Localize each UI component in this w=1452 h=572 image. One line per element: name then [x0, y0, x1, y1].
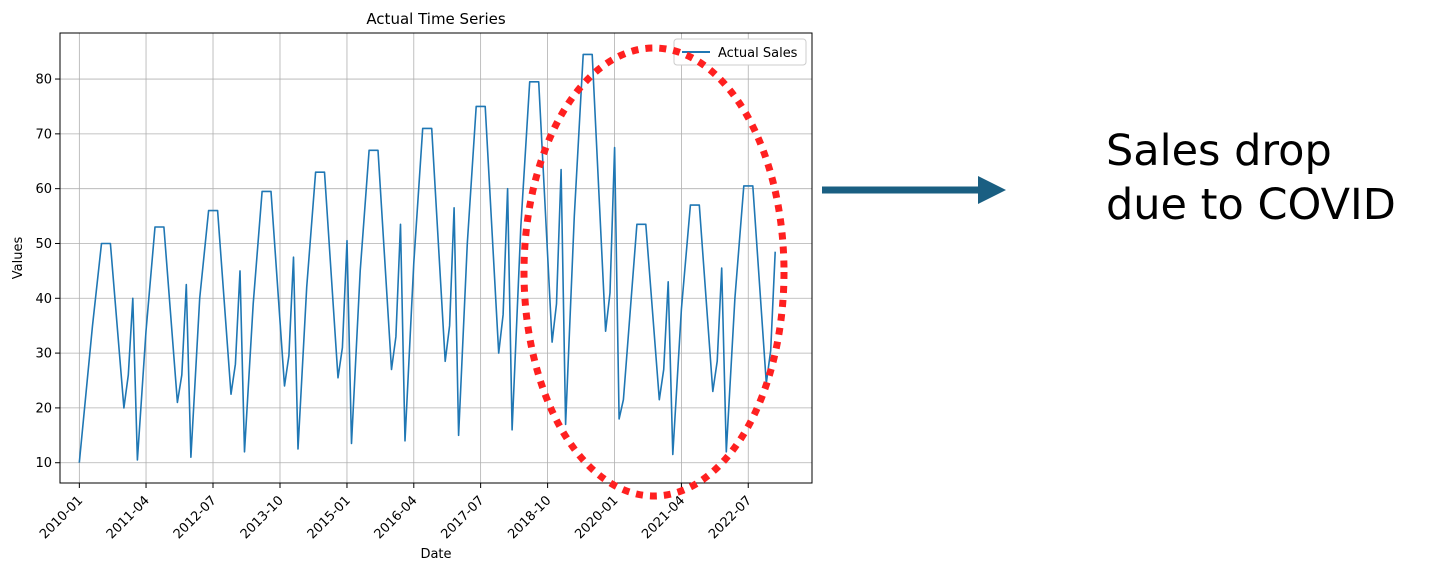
chart-title: Actual Time Series	[366, 10, 506, 28]
x-tick-label: 2010-01	[37, 493, 86, 542]
x-tick-label: 2011-04	[104, 493, 153, 542]
covid-annotation-text: Sales drop due to COVID	[1106, 126, 1396, 230]
x-tick-label: 2015-01	[305, 493, 354, 542]
covid-highlight-ellipse	[520, 44, 788, 500]
y-axis-label: Values	[11, 237, 26, 280]
x-axis-label: Date	[420, 547, 451, 562]
y-tick-label: 80	[35, 73, 52, 88]
arrow-icon	[822, 176, 1006, 204]
x-tick-label: 2020-01	[572, 493, 621, 542]
x-tick-label: 2021-04	[639, 493, 688, 542]
x-tick-label: 2012-07	[171, 493, 220, 542]
y-axis: 10 20 30 40 50 60 70 80	[35, 73, 60, 471]
series-line-actual-sales	[78, 53, 776, 463]
y-tick-label: 30	[35, 347, 52, 362]
y-tick-label: 10	[35, 456, 52, 471]
legend-label: Actual Sales	[718, 46, 798, 61]
y-tick-label: 20	[35, 401, 52, 416]
x-tick-label: 2022-07	[706, 493, 755, 542]
grid	[60, 33, 812, 483]
y-tick-label: 60	[35, 182, 52, 197]
x-tick-label: 2018-10	[505, 493, 554, 542]
x-tick-label: 2013-10	[238, 493, 287, 542]
y-tick-label: 40	[35, 292, 52, 307]
x-tick-label: 2016-04	[372, 493, 421, 542]
x-tick-label: 2017-07	[438, 493, 487, 542]
legend: Actual Sales	[673, 38, 807, 66]
x-axis: 2010-01 2011-04 2012-07 2013-10 2015-01 2016-…	[37, 483, 755, 542]
y-tick-label: 70	[35, 127, 52, 142]
y-tick-label: 50	[35, 237, 52, 252]
plot-frame	[59, 32, 813, 484]
series-layer	[78, 53, 776, 463]
